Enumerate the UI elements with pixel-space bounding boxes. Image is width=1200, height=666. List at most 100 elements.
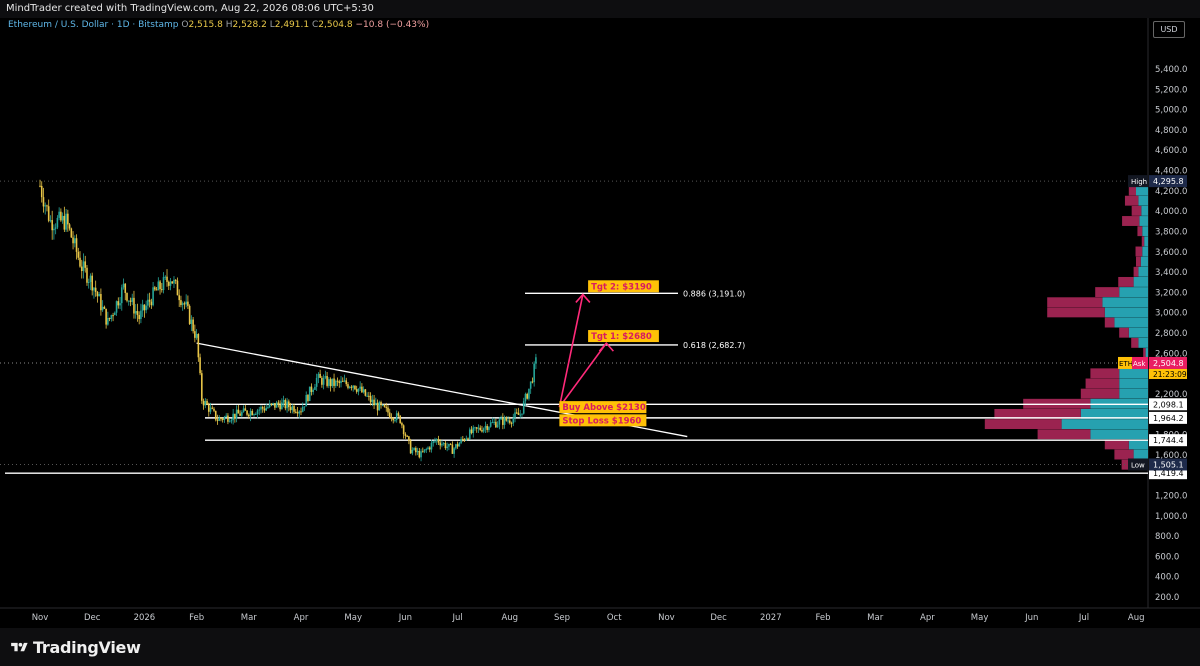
- extreme-price-label: 4,295.8: [1153, 177, 1184, 186]
- candle-body: [446, 446, 448, 449]
- candle-body: [359, 386, 361, 389]
- symbol-name[interactable]: Ethereum / U.S. Dollar · 1D · Bitstamp: [8, 20, 179, 30]
- candle-body: [395, 413, 398, 421]
- candle-body: [347, 384, 349, 388]
- candle-body: [267, 407, 269, 409]
- candle-body: [67, 213, 69, 225]
- candle-body: [242, 408, 245, 413]
- candle-body: [234, 413, 236, 419]
- volume-profile-up-bar: [1138, 266, 1148, 277]
- y-tick-label: 1,000.0: [1155, 512, 1187, 522]
- candle-body: [489, 422, 492, 427]
- extreme-price-label: 1,505.1: [1153, 460, 1184, 469]
- candle-body: [293, 406, 295, 412]
- candle-body: [42, 197, 45, 207]
- candle-body: [275, 402, 278, 408]
- candle-body: [176, 280, 179, 296]
- volume-profile-down-bar: [1135, 246, 1143, 257]
- volume-profile-up-bar: [1141, 205, 1148, 216]
- candle-body: [166, 276, 168, 282]
- candle-body: [84, 261, 87, 268]
- candle-body: [199, 357, 201, 374]
- volume-profile-down-bar: [1128, 185, 1136, 196]
- candle-body: [366, 395, 368, 397]
- candle-body: [129, 300, 132, 302]
- candle-body: [340, 380, 342, 384]
- candle-body: [96, 291, 99, 297]
- candle-body: [277, 402, 280, 405]
- candle-body: [173, 279, 175, 284]
- candle-body: [270, 403, 273, 405]
- candle-body: [529, 381, 532, 389]
- candle-body: [65, 213, 67, 230]
- candle-body: [328, 379, 330, 386]
- x-tick-label: Nov: [32, 613, 49, 623]
- candle-body: [402, 425, 405, 435]
- candle-body: [82, 261, 85, 272]
- candle-body: [416, 450, 419, 453]
- volume-profile-up-bar: [1136, 185, 1148, 196]
- candle-body: [411, 449, 414, 454]
- tradingview-logo-icon: [11, 642, 28, 652]
- candle-body: [178, 295, 180, 301]
- volume-profile-up-bar: [1119, 388, 1148, 399]
- candle-body: [230, 420, 233, 422]
- candle-body: [521, 413, 523, 415]
- candle-body: [474, 427, 476, 429]
- candle-body: [482, 428, 485, 432]
- candle-body: [260, 406, 262, 410]
- candle-body: [423, 449, 426, 452]
- candle-body: [133, 297, 135, 314]
- candle-body: [126, 292, 128, 301]
- candle-body: [425, 449, 428, 451]
- candle-body: [207, 404, 210, 412]
- volume-profile-up-bar: [1138, 337, 1148, 348]
- open-label: O: [181, 20, 189, 30]
- candle-body: [228, 421, 231, 423]
- candle-body: [241, 412, 243, 416]
- last-price-tag: [1149, 356, 1187, 369]
- close-value: 2,504.8: [318, 20, 353, 30]
- candle-body: [263, 408, 266, 411]
- x-tick-label: 2026: [134, 613, 156, 623]
- candle-body: [237, 409, 240, 414]
- candle-body: [152, 287, 154, 306]
- candle-body: [251, 410, 254, 416]
- candle-body: [303, 406, 306, 408]
- candle-body: [406, 435, 408, 437]
- y-tick-label: 4,000.0: [1155, 207, 1187, 217]
- low-value: 2,491.1: [274, 20, 310, 30]
- ask-badge: [1132, 356, 1148, 369]
- candle-body: [61, 215, 64, 221]
- volume-profile-up-bar: [1139, 216, 1148, 226]
- candle-body: [58, 211, 60, 218]
- candle-body: [409, 440, 412, 454]
- candle-body: [420, 451, 422, 458]
- price-chart[interactable]: 5,400.0 5,200.0 5,000.0 4,800.0 4,600.0 4,400…: [0, 0, 1200, 628]
- candle-body: [422, 451, 424, 453]
- candle-body: [254, 414, 257, 416]
- candle-body: [475, 427, 478, 429]
- x-tick-label: Dec: [710, 613, 727, 623]
- extreme-tag-label: High: [1131, 178, 1147, 186]
- x-tick-label: Apr: [294, 613, 309, 623]
- volume-profile-down-bar: [1037, 429, 1091, 440]
- currency-selector[interactable]: USD: [1153, 21, 1185, 38]
- volume-profile-up-bar: [1138, 195, 1148, 206]
- volume-profile-down-bar: [1141, 236, 1145, 247]
- volume-profile-up-bar: [1114, 317, 1148, 328]
- y-tick-label: 4,200.0: [1155, 187, 1187, 197]
- candle-body: [143, 304, 146, 311]
- extreme-tag-label: Low: [1131, 461, 1145, 469]
- volume-profile-down-bar: [1104, 317, 1115, 328]
- tradingview-logo[interactable]: TradingView: [10, 638, 141, 657]
- volume-profile-down-bar: [1143, 348, 1146, 358]
- candle-body: [376, 402, 379, 411]
- candle-body: [281, 402, 283, 410]
- candle-body: [315, 377, 318, 387]
- candle-body: [468, 429, 471, 439]
- candle-body: [296, 412, 299, 414]
- low-label: L: [269, 20, 275, 30]
- volume-profile-up-bar: [1145, 348, 1148, 358]
- x-tick-label: Jun: [1024, 613, 1038, 623]
